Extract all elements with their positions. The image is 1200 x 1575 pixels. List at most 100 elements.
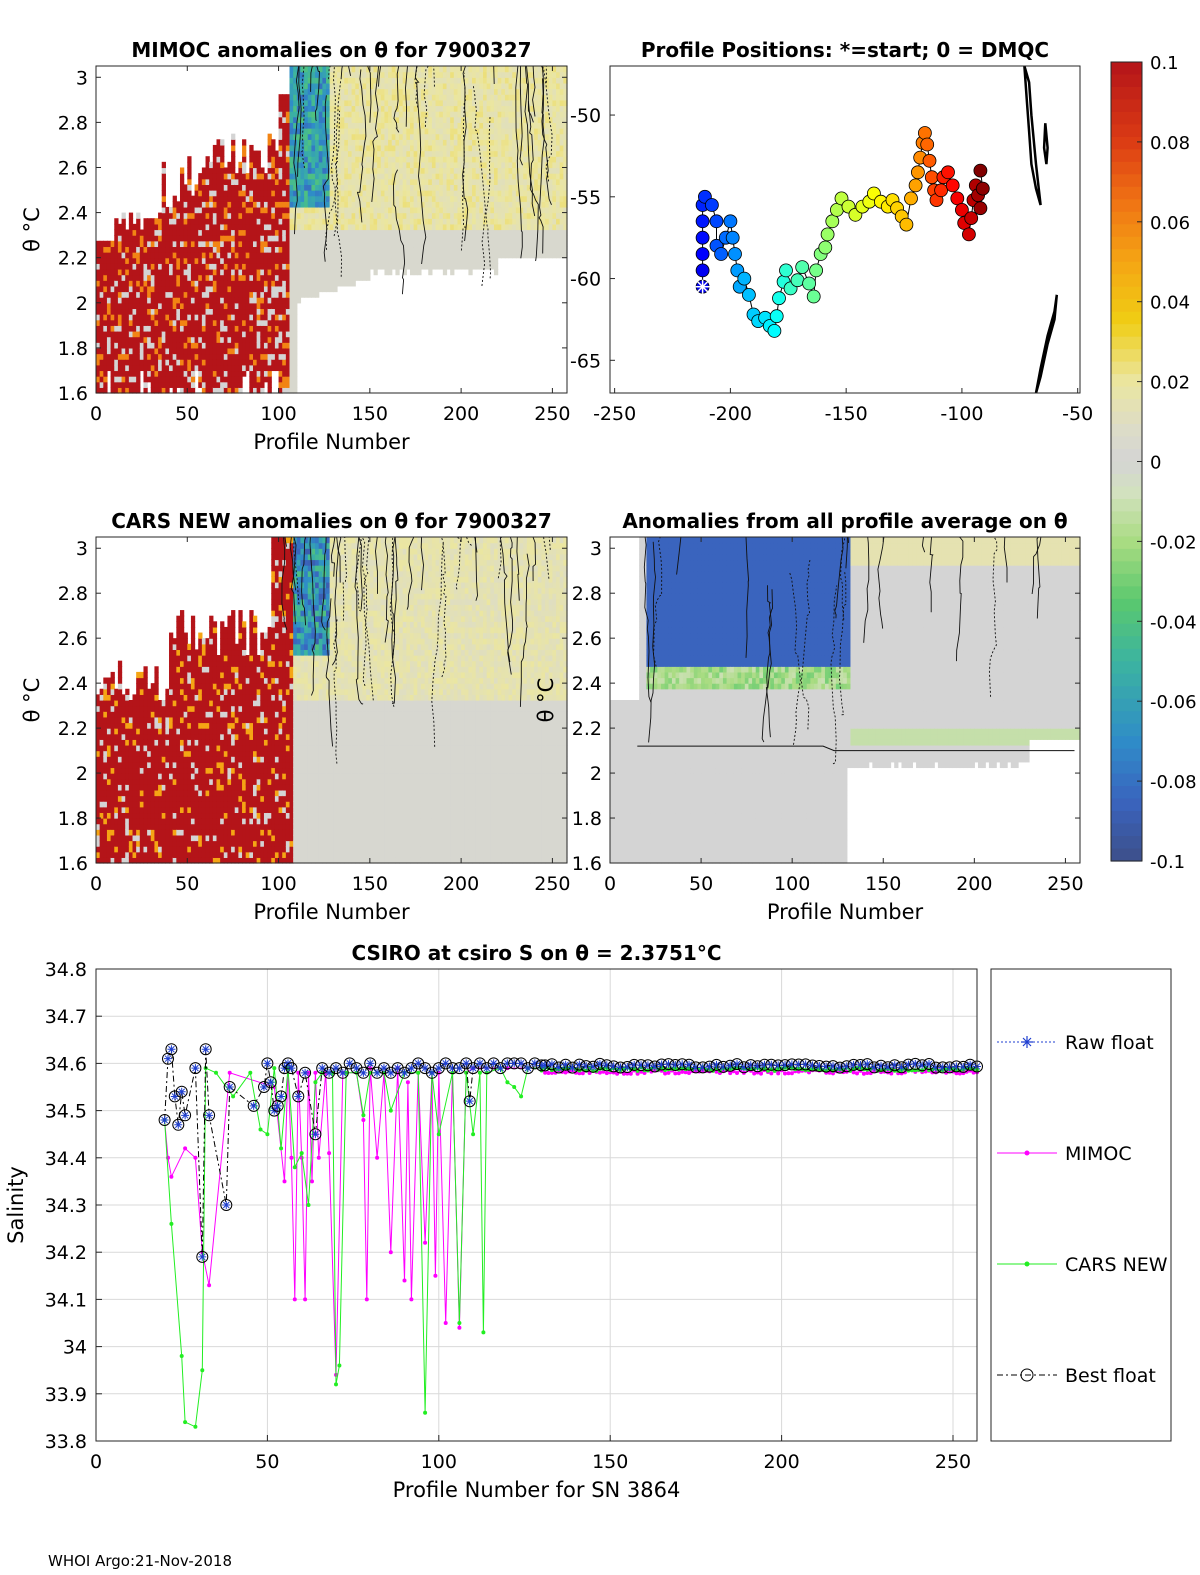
heat-cell <box>304 224 308 230</box>
heat-cell <box>483 72 487 78</box>
heat-cell <box>399 162 403 168</box>
heat-cell <box>315 190 319 196</box>
heat-cell <box>165 286 169 292</box>
heat-cell <box>552 89 556 95</box>
profile-position-marker <box>951 192 964 205</box>
heat-cell <box>366 139 370 145</box>
heat-cell <box>468 94 472 100</box>
heat-cell <box>206 207 210 213</box>
profile-position-marker <box>768 324 781 337</box>
heat-cell <box>133 280 137 286</box>
heat-cell <box>498 167 502 173</box>
heat-cell <box>275 297 279 303</box>
heat-cell <box>293 263 297 269</box>
heat-cell <box>417 66 421 72</box>
heat-cell <box>501 89 505 95</box>
heat-cell <box>377 122 381 128</box>
heat-cell <box>494 122 498 128</box>
heat-cell <box>399 105 403 111</box>
heat-cell <box>260 184 264 190</box>
heat-cell <box>242 139 246 145</box>
heat-cell <box>304 280 308 286</box>
heat-cell <box>388 83 392 89</box>
heat-cell <box>388 94 392 100</box>
heat-cell <box>133 263 137 269</box>
heat-cell <box>114 280 118 286</box>
heat-cell <box>227 190 231 196</box>
heat-cell <box>238 252 242 258</box>
heat-cell <box>399 258 403 264</box>
heat-cell <box>231 196 235 202</box>
colorbar-swatch <box>1111 149 1142 162</box>
heat-cell <box>173 342 177 348</box>
heat-cell <box>326 94 330 100</box>
heat-cell <box>556 145 560 151</box>
heat-cell <box>352 167 356 173</box>
heat-cell <box>432 179 436 185</box>
heat-cell <box>326 286 330 292</box>
heat-cell <box>443 94 447 100</box>
heat-cell <box>96 331 100 337</box>
heat-cell <box>264 365 268 371</box>
heat-cell <box>206 190 210 196</box>
heat-cell <box>158 370 162 376</box>
heat-cell <box>549 179 553 185</box>
heat-cell <box>472 139 476 145</box>
heat-cell <box>406 263 410 269</box>
heat-cell <box>439 139 443 145</box>
heat-cell <box>373 196 377 202</box>
heat-cell <box>501 167 505 173</box>
heat-cell <box>268 167 272 173</box>
heat-cell <box>231 235 235 241</box>
heat-cell <box>235 286 239 292</box>
heat-cell <box>414 230 418 236</box>
heat-cell <box>231 263 235 269</box>
heat-cell <box>549 83 553 89</box>
heat-cell <box>151 303 155 309</box>
heat-cell <box>129 320 133 326</box>
heat-cell <box>326 190 330 196</box>
heat-cell <box>388 213 392 219</box>
heat-cell <box>165 370 169 376</box>
heat-cell <box>279 263 283 269</box>
heat-cell <box>315 94 319 100</box>
heat-cell <box>202 308 206 314</box>
heat-cell <box>516 218 520 224</box>
heat-cell <box>213 252 217 258</box>
heat-cell <box>410 218 414 224</box>
heat-cell <box>122 297 126 303</box>
heat-cell <box>271 230 275 236</box>
heat-cell <box>406 258 410 264</box>
heat-cell <box>410 139 414 145</box>
heat-cell <box>198 252 202 258</box>
heat-cell <box>450 162 454 168</box>
heat-cell <box>213 201 217 207</box>
heat-cell <box>264 370 268 376</box>
heat-cell <box>425 94 429 100</box>
heat-cell <box>118 224 122 230</box>
heat-cell <box>129 286 133 292</box>
heat-cell <box>377 218 381 224</box>
heat-cell <box>114 382 118 388</box>
heat-cell <box>333 263 337 269</box>
heat-cell <box>373 83 377 89</box>
heat-cell <box>523 184 527 190</box>
heat-cell <box>216 190 220 196</box>
heat-cell <box>275 359 279 365</box>
heat-cell <box>487 122 491 128</box>
heat-cell <box>381 83 385 89</box>
heat-cell <box>206 196 210 202</box>
heat-cell <box>209 365 213 371</box>
heat-cell <box>366 145 370 151</box>
heat-cell <box>162 184 166 190</box>
heat-cell <box>388 111 392 117</box>
heat-cell <box>173 303 177 309</box>
heat-cell <box>143 252 147 258</box>
coastline <box>1024 66 1040 205</box>
heat-cell <box>556 224 560 230</box>
heat-cell <box>457 77 461 83</box>
heat-cell <box>209 320 213 326</box>
heat-cell <box>154 263 158 269</box>
heat-cell <box>297 235 301 241</box>
heat-cell <box>195 297 199 303</box>
